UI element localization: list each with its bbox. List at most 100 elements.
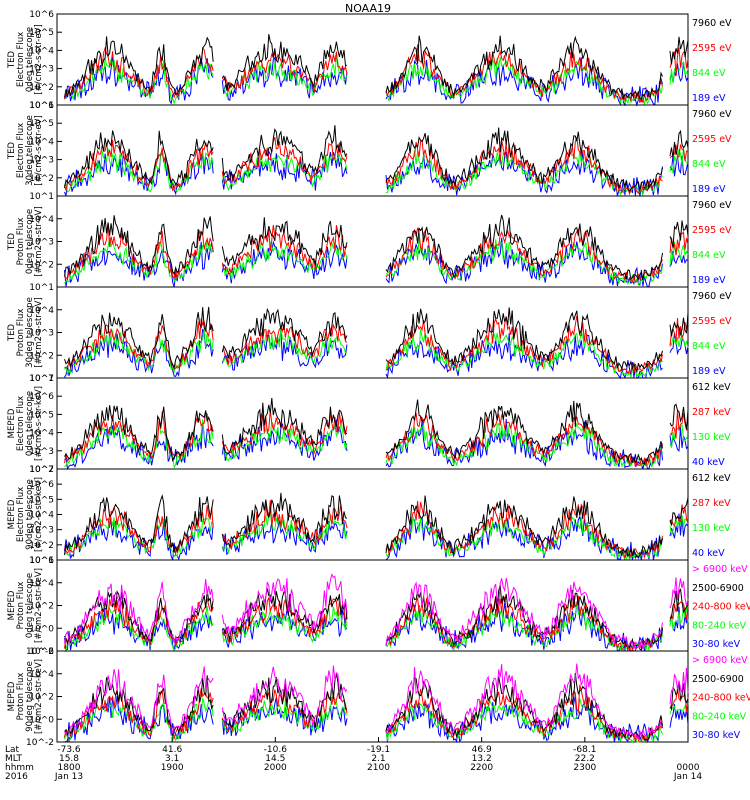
y-tick-label: 10^6 xyxy=(29,647,54,657)
series-trace xyxy=(64,672,689,741)
x-row-value: 2000 xyxy=(264,763,287,773)
ylabel-line: TED xyxy=(7,141,17,160)
ylabel-line: Proton Flux xyxy=(16,309,26,357)
ylabel-line: [#/cm2-s-str-eV] xyxy=(34,115,44,185)
legend-entry: 189 eV xyxy=(692,275,726,286)
ylabel-line: [#/cm2-s-str-keV] xyxy=(34,386,44,461)
y-tick-label: 10^6 xyxy=(29,556,54,566)
legend-entry: 844 eV xyxy=(692,68,726,79)
series-trace xyxy=(64,492,689,558)
y-tick-label: 10^4 xyxy=(29,137,54,147)
legend-entry: 287 keV xyxy=(692,498,731,509)
panel-ylabel: TED Proton Flux 0deg telescope [#/cm2-s-str… xyxy=(7,206,44,276)
legend-entry: 2595 eV xyxy=(692,316,732,327)
x-row-value: -68.1 xyxy=(573,745,596,755)
ylabel-line: Proton Flux xyxy=(16,582,26,630)
series-trace xyxy=(64,125,689,192)
x-row-value: 15.8 xyxy=(59,754,79,764)
x-row-value: 2200 xyxy=(470,763,493,773)
series-trace xyxy=(64,149,689,197)
x-row-value: Jan 13 xyxy=(54,772,83,782)
x-row-value: -73.6 xyxy=(57,745,81,755)
y-tick-label: 10^4 xyxy=(29,670,54,680)
panel-ylabel: TED Electron Flux 0deg telescope [#/cm2-s-s… xyxy=(7,24,44,94)
legend-entry: 2595 eV xyxy=(692,43,732,54)
ylabel-line: 90deg telescope xyxy=(25,661,35,732)
x-row-value: 13.2 xyxy=(472,754,492,764)
y-tick-label: 10^6 xyxy=(29,480,54,490)
y-tick-label: 10^3 xyxy=(29,156,54,166)
legend-entry: 40 keV xyxy=(692,548,725,559)
series-trace xyxy=(64,573,689,650)
series-trace xyxy=(64,147,689,196)
panel-ylabel: MEPED Proton Flux 90deg telescope [#/cm2-s-… xyxy=(7,659,44,734)
x-row-value: 14.5 xyxy=(265,754,285,764)
panel-ylabel: MEPED Electron Flux 90deg telescope [#/cm2-… xyxy=(7,477,44,552)
x-row-label: Lat xyxy=(5,745,20,755)
legend-entry: 30-80 keV xyxy=(692,730,741,741)
ylabel-line: Proton Flux xyxy=(16,218,26,266)
y-tick-label: 10^4 xyxy=(29,511,54,521)
panel-ylabel: TED Electron Flux 30deg telescope [#/cm2-s-… xyxy=(7,115,44,186)
ylabel-line: 0deg telescope xyxy=(25,391,35,456)
legend-entry: 40 keV xyxy=(692,457,725,468)
legend-entry: 189 eV xyxy=(692,366,726,377)
legend-entry: 240-800 keV xyxy=(692,693,750,704)
series-trace xyxy=(64,663,689,741)
ylabel-line: MEPED xyxy=(7,590,17,620)
series-trace xyxy=(64,136,689,196)
series-trace xyxy=(64,223,689,283)
series-trace xyxy=(64,236,689,286)
ylabel-line: [#/cm2-s-str-eV] xyxy=(34,297,44,367)
y-tick-label: 10^2 xyxy=(29,602,54,612)
x-row-value: Jan 14 xyxy=(673,772,702,782)
series-trace xyxy=(64,584,689,651)
panel-frame xyxy=(56,286,689,379)
legend-entry: 7960 eV xyxy=(692,109,732,120)
legend-entry: 80-240 keV xyxy=(692,620,747,631)
series-trace xyxy=(64,315,689,375)
panel-8: 10^-2 10^0 10^2 10^4 10^6 MEPED Proton Flux 90d… xyxy=(7,647,750,748)
y-tick-label: 10^4 xyxy=(29,429,54,439)
panel-6: 10^1 10^2 10^3 10^4 10^5 10^6 10^7 MEPED Electro… xyxy=(7,465,731,566)
ylabel-line: [#/cm2-s-str-keV] xyxy=(34,477,44,552)
y-tick-label: 10^2 xyxy=(29,174,54,184)
legend-entry: 80-240 keV xyxy=(692,711,747,722)
y-tick-label: 10^6 xyxy=(29,392,54,402)
ylabel-line: 90deg telescope xyxy=(25,479,35,550)
y-tick-label: 10^1 xyxy=(29,283,54,293)
y-tick-label: 10^4 xyxy=(29,46,54,56)
x-row-value: 1900 xyxy=(161,763,184,773)
ylabel-line: TED xyxy=(7,232,17,251)
ylabel-line: [#/cm2-s-str-eV] xyxy=(34,24,44,94)
figure-title: NOAA19 xyxy=(345,2,391,15)
x-row-value: 41.6 xyxy=(162,745,182,755)
legend-entry: 2500-6900 xyxy=(692,583,744,594)
ylabel-line: [#/cm2-s-str-keV] xyxy=(34,659,44,734)
x-row-value: -10.6 xyxy=(264,745,288,755)
y-tick-label: 10^0 xyxy=(29,624,54,634)
y-tick-label: 10^0 xyxy=(29,715,54,725)
ylabel-line: Proton Flux xyxy=(16,673,26,721)
legend-entry: 30-80 keV xyxy=(692,639,741,650)
y-tick-label: 10^3 xyxy=(29,65,54,75)
legend-entry: 7960 eV xyxy=(692,200,732,211)
ylabel-line: [#/cm2-s-str-keV] xyxy=(34,568,44,643)
x-row-value: 2.1 xyxy=(371,754,385,764)
y-tick-label: 10^1 xyxy=(29,374,54,384)
legend-entry: 612 keV xyxy=(692,382,731,393)
series-trace xyxy=(64,513,689,561)
ylabel-line: Electron Flux xyxy=(16,487,26,542)
x-row-value: 3.1 xyxy=(165,754,179,764)
ylabel-line: Electron Flux xyxy=(16,123,26,178)
series-trace xyxy=(64,500,689,560)
ylabel-line: 30deg telescope xyxy=(25,297,35,368)
y-tick-label: 10^5 xyxy=(29,28,54,38)
x-row-label: 2016 xyxy=(5,772,28,782)
x-row-value: 46.9 xyxy=(472,745,492,755)
series-trace xyxy=(64,328,689,380)
y-tick-label: 10^-2 xyxy=(26,738,54,748)
ylabel-line: 0deg telescope xyxy=(25,209,35,274)
series-trace xyxy=(64,511,689,561)
